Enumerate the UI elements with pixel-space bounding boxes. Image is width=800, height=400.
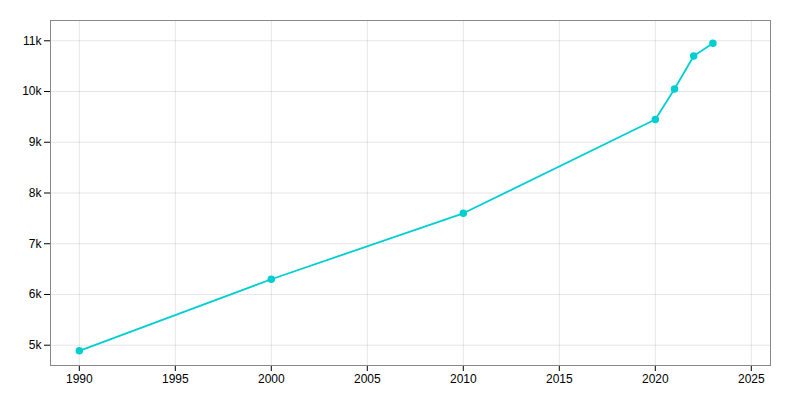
svg-text:7k: 7k: [29, 237, 43, 251]
svg-text:5k: 5k: [29, 338, 43, 352]
svg-text:11k: 11k: [23, 34, 42, 48]
svg-text:2005: 2005: [354, 372, 381, 386]
svg-text:9k: 9k: [29, 135, 43, 149]
svg-text:1990: 1990: [66, 372, 93, 386]
svg-text:2025: 2025: [738, 372, 765, 386]
svg-text:2020: 2020: [642, 372, 669, 386]
svg-text:6k: 6k: [29, 287, 43, 301]
svg-text:8k: 8k: [29, 186, 43, 200]
svg-text:2010: 2010: [450, 372, 477, 386]
svg-text:2000: 2000: [258, 372, 285, 386]
svg-text:2015: 2015: [546, 372, 573, 386]
svg-text:1995: 1995: [162, 372, 189, 386]
svg-text:10k: 10k: [22, 84, 42, 98]
